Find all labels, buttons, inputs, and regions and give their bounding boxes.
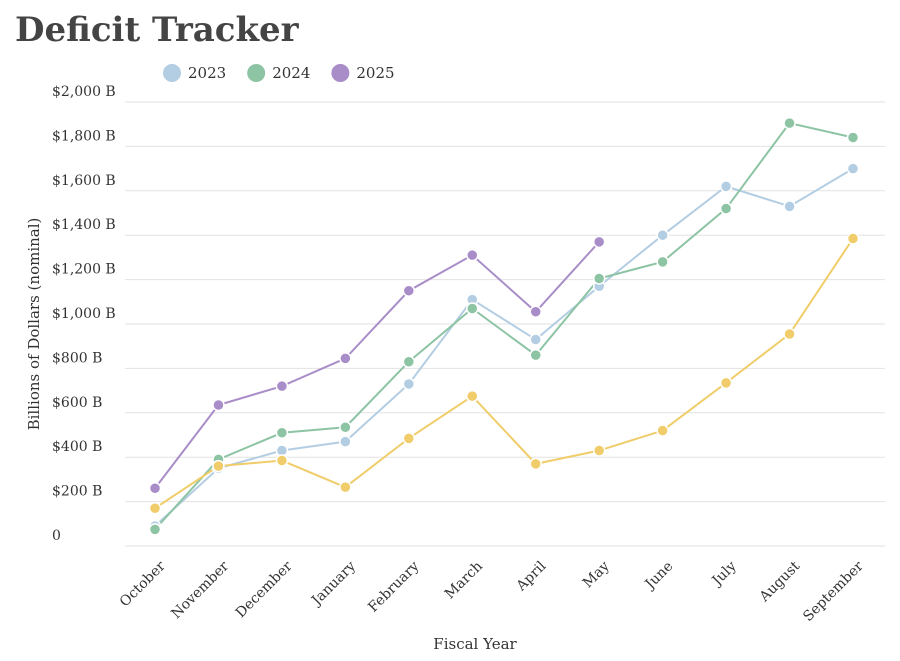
legend-marker bbox=[163, 64, 181, 82]
legend-label: 2023 bbox=[188, 64, 226, 82]
y-tick-label: $1,200 B bbox=[52, 262, 116, 278]
x-tick-label: April bbox=[513, 558, 550, 595]
y-tick-label: $1,000 B bbox=[52, 306, 116, 322]
data-point bbox=[783, 327, 796, 341]
chart-title: Deficit Tracker bbox=[15, 10, 300, 50]
data-point bbox=[719, 180, 733, 193]
series-line bbox=[154, 237, 854, 510]
data-point bbox=[212, 459, 225, 473]
data-point bbox=[656, 228, 669, 242]
data-point bbox=[339, 352, 352, 365]
data-point bbox=[402, 284, 416, 297]
x-tick-label: August bbox=[756, 558, 804, 606]
data-point bbox=[592, 235, 606, 249]
legend-label: 2024 bbox=[272, 64, 310, 82]
legend-marker bbox=[247, 64, 266, 82]
legend-label: 2025 bbox=[356, 64, 394, 82]
data-point bbox=[212, 398, 225, 412]
x-tick-label: March bbox=[442, 558, 486, 602]
y-tick-label: $600 B bbox=[52, 395, 102, 411]
data-point bbox=[466, 389, 479, 403]
x-tick-label: September bbox=[800, 558, 867, 625]
data-point bbox=[592, 272, 606, 285]
y-tick-label: $2,000 B bbox=[52, 84, 116, 100]
data-point bbox=[846, 131, 860, 144]
y-tick-label: $400 B bbox=[52, 439, 102, 455]
y-tick-label: 0 bbox=[52, 528, 61, 544]
y-tick-label: $800 B bbox=[52, 350, 102, 366]
data-point bbox=[339, 480, 352, 494]
data-point bbox=[656, 255, 669, 269]
y-tick-label: $1,600 B bbox=[52, 173, 116, 189]
x-tick-label: July bbox=[708, 558, 740, 590]
data-point bbox=[529, 305, 542, 319]
y-axis-title: Billions of Dollars (nominal) bbox=[25, 218, 43, 431]
x-tick-label: December bbox=[233, 558, 296, 621]
data-point bbox=[466, 302, 479, 315]
data-point bbox=[339, 420, 352, 434]
data-point bbox=[402, 377, 416, 391]
data-point bbox=[466, 248, 479, 262]
y-tick-label: $200 B bbox=[52, 484, 102, 500]
data-point bbox=[846, 162, 860, 175]
data-point bbox=[402, 355, 416, 368]
data-point bbox=[402, 432, 416, 445]
data-point bbox=[846, 232, 860, 245]
data-point bbox=[719, 376, 733, 390]
data-point bbox=[148, 502, 162, 515]
series-line bbox=[154, 121, 854, 531]
data-point bbox=[148, 523, 162, 536]
data-point bbox=[339, 435, 352, 448]
data-point bbox=[529, 333, 542, 346]
x-axis-title: Fiscal Year bbox=[433, 635, 517, 653]
x-tick-label: October bbox=[117, 558, 169, 610]
x-tick-label: May bbox=[580, 558, 613, 591]
y-tick-label: $1,800 B bbox=[52, 128, 116, 144]
data-point bbox=[275, 454, 289, 467]
data-point bbox=[719, 202, 733, 215]
data-point bbox=[783, 200, 796, 213]
x-tick-label: November bbox=[168, 558, 232, 622]
x-tick-label: June bbox=[641, 558, 676, 593]
data-point bbox=[592, 444, 606, 457]
data-point bbox=[529, 457, 542, 471]
y-tick-label: $1,400 B bbox=[52, 217, 116, 233]
data-point bbox=[783, 116, 796, 130]
data-point bbox=[529, 348, 542, 362]
data-point bbox=[275, 426, 289, 440]
data-point bbox=[275, 379, 289, 393]
series-line bbox=[154, 167, 854, 527]
legend-marker bbox=[331, 64, 350, 82]
series-line bbox=[154, 241, 600, 489]
data-point bbox=[656, 424, 669, 437]
data-point bbox=[148, 482, 162, 495]
x-tick-label: February bbox=[365, 558, 422, 615]
x-tick-label: January bbox=[307, 558, 359, 610]
